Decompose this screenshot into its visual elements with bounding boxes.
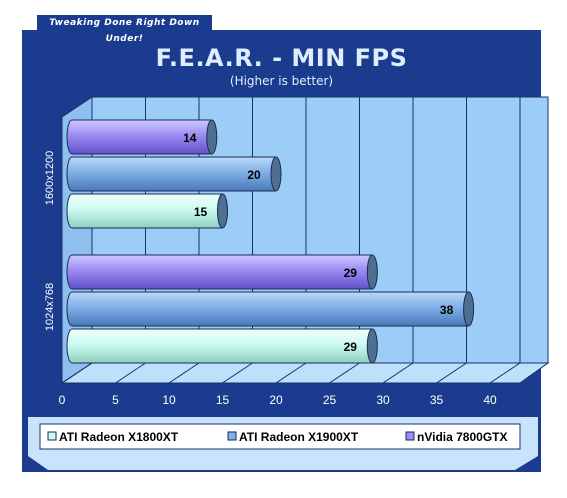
bar-end-cap: [206, 119, 218, 155]
gridline-floor: [489, 362, 521, 384]
bar-value-label: 14: [183, 131, 197, 145]
bar: [66, 119, 213, 155]
gridline-floor: [275, 362, 307, 384]
bar-value-label: 29: [344, 266, 358, 280]
gridline-floor: [61, 362, 93, 384]
gridline-floor: [436, 362, 467, 384]
gridline-floor: [115, 362, 146, 384]
x-tick-label: 20: [269, 393, 283, 407]
x-tick-label: 40: [483, 393, 497, 407]
banner-tagline: Tweaking Done Right Down Under!: [37, 15, 212, 44]
legend-swatch: [227, 431, 237, 441]
legend-label: ATI Radeon X1800XT: [59, 430, 179, 444]
x-tick-label: 5: [112, 393, 119, 407]
bar-value-label: 29: [344, 340, 358, 354]
bar-end-cap: [366, 254, 378, 290]
legend-inner: [39, 423, 521, 450]
bar-group: 20: [66, 156, 282, 192]
bar-group: 29: [66, 254, 378, 290]
x-tick-label: 35: [430, 393, 444, 407]
bar-group: 29: [66, 328, 378, 364]
chart-title: F.E.A.R. - MIN FPS: [155, 44, 408, 72]
gridline-floor: [329, 362, 360, 384]
x-tick-label: 25: [323, 393, 337, 407]
bar-end-cap: [270, 156, 282, 192]
x-tick-label: 10: [162, 393, 176, 407]
bar-end-cap: [463, 291, 475, 327]
bar: [66, 254, 373, 290]
bar-group: 14: [66, 119, 218, 155]
gridline-floor: [168, 362, 200, 384]
bar: [66, 291, 470, 327]
plot-floor: [60, 362, 550, 384]
gridline-floor: [222, 362, 253, 384]
bar: [66, 193, 223, 229]
axis-layer: 0 5 10 15 20 25 30 35 40 1600x1200 1024x768: [44, 151, 497, 407]
legend-swatch: [405, 431, 415, 441]
bar: [66, 156, 277, 192]
legend: ATI Radeon X1800XT ATI Radeon X1900XT nVid…: [47, 430, 508, 444]
x-tick-label: 15: [216, 393, 230, 407]
x-tick-label: 30: [376, 393, 390, 407]
bar: [66, 328, 373, 364]
legend-label: ATI Radeon X1900XT: [239, 430, 359, 444]
bar-value-label: 38: [440, 303, 454, 317]
bars-layer: 14 20 15 29 38 29: [66, 119, 475, 364]
bar-end-cap: [366, 328, 378, 364]
legend-label: nVidia 7800GTX: [417, 430, 508, 444]
y-category-label: 1600x1200: [44, 151, 56, 205]
bar-group: 15: [66, 193, 228, 229]
legend-swatch: [47, 431, 57, 441]
x-tick-label: 0: [59, 393, 66, 407]
gridline-floor: [382, 362, 414, 384]
bar-value-label: 20: [247, 168, 261, 182]
chart-subtitle: (Higher is better): [229, 74, 334, 88]
bar-group: 38: [66, 291, 475, 327]
bar-end-cap: [217, 193, 228, 229]
bar-value-label: 15: [194, 205, 208, 219]
y-category-label: 1024x768: [44, 283, 56, 331]
